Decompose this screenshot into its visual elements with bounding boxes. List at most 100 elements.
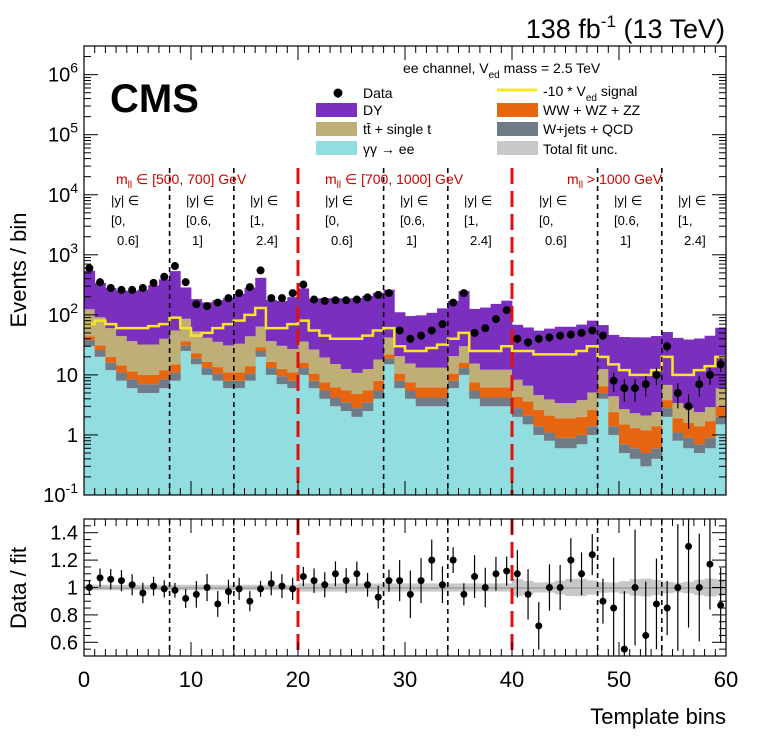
svg-text:|y| ∈: |y| ∈ — [111, 193, 139, 208]
wj-bar-49 — [608, 426, 620, 435]
dy-bar-50 — [619, 337, 631, 410]
tt-bar-4 — [126, 341, 138, 372]
tt-bar-29 — [394, 356, 406, 374]
data-point-4 — [128, 285, 137, 294]
vv-bar-30 — [405, 382, 417, 391]
tt-bar-39 — [501, 369, 513, 388]
tt-bar-12 — [212, 341, 224, 368]
signal-line — [84, 306, 726, 377]
data-point-52 — [641, 380, 650, 389]
dy-bar-17 — [265, 300, 277, 342]
data-point-9 — [181, 278, 190, 287]
svg-text:γγ → ee: γγ → ee — [363, 141, 415, 157]
vv-bar-9 — [180, 341, 192, 346]
vv-bar-51 — [629, 428, 641, 449]
svg-text:|y| ∈: |y| ∈ — [250, 193, 278, 208]
dy-bar-23 — [330, 298, 342, 364]
data-point-46 — [577, 328, 586, 337]
data-point-39 — [502, 306, 511, 315]
gg-bar-37 — [479, 406, 491, 495]
ratio-point-45 — [567, 556, 575, 564]
wj-bar-17 — [265, 368, 277, 375]
tt-bar-35 — [458, 346, 470, 363]
ratio-point-37 — [481, 584, 489, 591]
dy-bar-8 — [169, 271, 181, 331]
dy-bar-45 — [565, 326, 577, 404]
ratio-point-40 — [513, 570, 521, 578]
vv-bar-25 — [351, 394, 363, 409]
dy-bar-28 — [383, 289, 395, 338]
ratio-ytick-label: 0.6 — [50, 632, 78, 654]
svg-text:|y| ∈: |y| ∈ — [400, 193, 428, 208]
tt-bar-20 — [298, 341, 310, 363]
rapidity-label-r1-b1: |y| ∈ [0, 0.6] — [111, 193, 139, 248]
vv-bar-35 — [458, 362, 470, 369]
tt-bar-27 — [372, 359, 384, 381]
tt-bar-0 — [84, 309, 96, 337]
ratio-point-46 — [578, 570, 586, 578]
gg-bar-14 — [233, 388, 245, 495]
gg-bar-44 — [554, 448, 566, 495]
vv-bar-16 — [255, 347, 267, 351]
x-axis-label: Template bins — [590, 704, 726, 729]
vv-bar-59 — [715, 406, 727, 417]
ratio-point-17 — [267, 579, 275, 587]
gg-bar-56 — [683, 448, 695, 495]
gg-bar-7 — [158, 388, 170, 495]
dy-bar-39 — [501, 300, 513, 370]
svg-text:0.6]: 0.6] — [117, 233, 139, 248]
data-point-44 — [556, 331, 565, 340]
gg-bar-54 — [661, 416, 673, 495]
data-point-25 — [352, 295, 361, 304]
wj-bar-37 — [479, 397, 491, 407]
ratio-point-24 — [342, 577, 350, 585]
wj-bar-9 — [180, 345, 192, 351]
data-point-36 — [470, 328, 479, 337]
data-point-54 — [663, 342, 672, 351]
wj-bar-11 — [201, 368, 213, 375]
dy-bar-15 — [244, 287, 256, 337]
ratio-point-42 — [535, 622, 543, 630]
tt-bar-36 — [469, 363, 481, 383]
tt-bar-57 — [693, 412, 705, 427]
tt-bar-37 — [479, 369, 491, 388]
tt-bar-31 — [415, 367, 427, 388]
ratio-point-50 — [620, 645, 628, 653]
ratio-point-5 — [139, 589, 147, 597]
wj-bar-31 — [415, 397, 427, 407]
gg-bar-53 — [651, 458, 663, 495]
ratio-point-21 — [310, 577, 318, 585]
ratio-point-41 — [524, 590, 532, 598]
wj-bar-0 — [84, 340, 96, 347]
xtick-label: 20 — [286, 667, 310, 692]
region-dividers — [168, 168, 663, 495]
ratio-point-36 — [471, 573, 479, 581]
vv-bar-58 — [704, 421, 716, 438]
vv-bar-1 — [94, 345, 106, 350]
tt-bar-10 — [191, 331, 203, 354]
ratio-point-16 — [257, 585, 265, 593]
vv-bar-2 — [105, 356, 117, 363]
data-point-48 — [598, 331, 607, 340]
vv-bar-3 — [116, 365, 128, 373]
ratio-point-13 — [224, 588, 232, 596]
legend-data: Data — [333, 85, 393, 101]
wj-bar-33 — [437, 397, 449, 407]
gg-bar-43 — [544, 440, 556, 495]
signal-step-line — [84, 306, 726, 377]
vv-bar-14 — [233, 372, 245, 381]
data-point-7 — [160, 272, 169, 281]
gg-bar-34 — [447, 388, 459, 495]
ratio-point-33 — [438, 581, 446, 589]
svg-text:|y| ∈: |y| ∈ — [539, 193, 567, 208]
tt-bar-22 — [319, 357, 331, 383]
data-point-6 — [149, 278, 158, 287]
ratio-point-11 — [203, 584, 211, 591]
svg-text:[0,: [0, — [325, 213, 339, 228]
vv-bar-46 — [576, 416, 588, 435]
svg-text:[1,: [1, — [678, 213, 692, 228]
tt-bar-47 — [586, 392, 598, 411]
gg-bar-1 — [94, 356, 106, 495]
dy-bar-2 — [105, 288, 117, 329]
